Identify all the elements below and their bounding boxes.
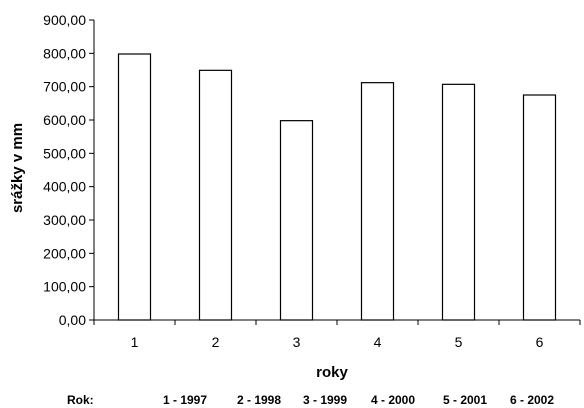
y-tick-label: 700,00: [43, 79, 86, 95]
y-tick-label: 0,00: [59, 312, 86, 328]
y-tick-label: 200,00: [43, 245, 86, 261]
x-tick-label: 3: [293, 334, 301, 350]
x-tick-label: 5: [455, 334, 463, 350]
bar: [279, 120, 314, 321]
x-axis-tick-labels: 1 2 3 4 5 6: [131, 334, 544, 350]
year-key-item: 4 - 2000: [371, 393, 415, 407]
year-key-item: 2 - 1998: [237, 393, 281, 407]
y-tick-label: 500,00: [43, 145, 86, 161]
bar: [117, 53, 152, 321]
bar: [441, 83, 476, 321]
bar: [522, 94, 557, 321]
year-key-item: 5 - 2001: [443, 393, 487, 407]
bars: [117, 53, 557, 321]
x-tick-label: 6: [536, 334, 544, 350]
year-key-label: Rok:: [67, 393, 94, 407]
y-axis-title: srážky v mm: [9, 123, 26, 213]
y-tick-label: 300,00: [43, 212, 86, 228]
bar: [360, 82, 395, 321]
y-tick-label: 800,00: [43, 45, 86, 61]
y-tick-label: 100,00: [43, 279, 86, 295]
year-key-item: 3 - 1999: [303, 393, 347, 407]
x-axis-ticks: [93, 320, 581, 325]
y-tick-label: 400,00: [43, 179, 86, 195]
x-tick-label: 4: [374, 334, 382, 350]
x-tick-label: 2: [212, 334, 220, 350]
x-axis-title: roky: [316, 364, 348, 381]
year-key-item: 6 - 2002: [510, 393, 554, 407]
bar: [198, 69, 233, 321]
y-axis-ticks: [89, 19, 94, 321]
y-tick-label: 900,00: [43, 12, 86, 28]
y-axis-tick-labels: 0,00 100,00 200,00 300,00 400,00 500,00 600,00…: [43, 12, 86, 328]
year-key-item: 1 - 1997: [163, 393, 207, 407]
year-key: Rok: 1 - 1997 2 - 1998 3 - 1999 4 - 2000…: [67, 393, 554, 407]
x-tick-label: 1: [131, 334, 139, 350]
y-tick-label: 600,00: [43, 112, 86, 128]
